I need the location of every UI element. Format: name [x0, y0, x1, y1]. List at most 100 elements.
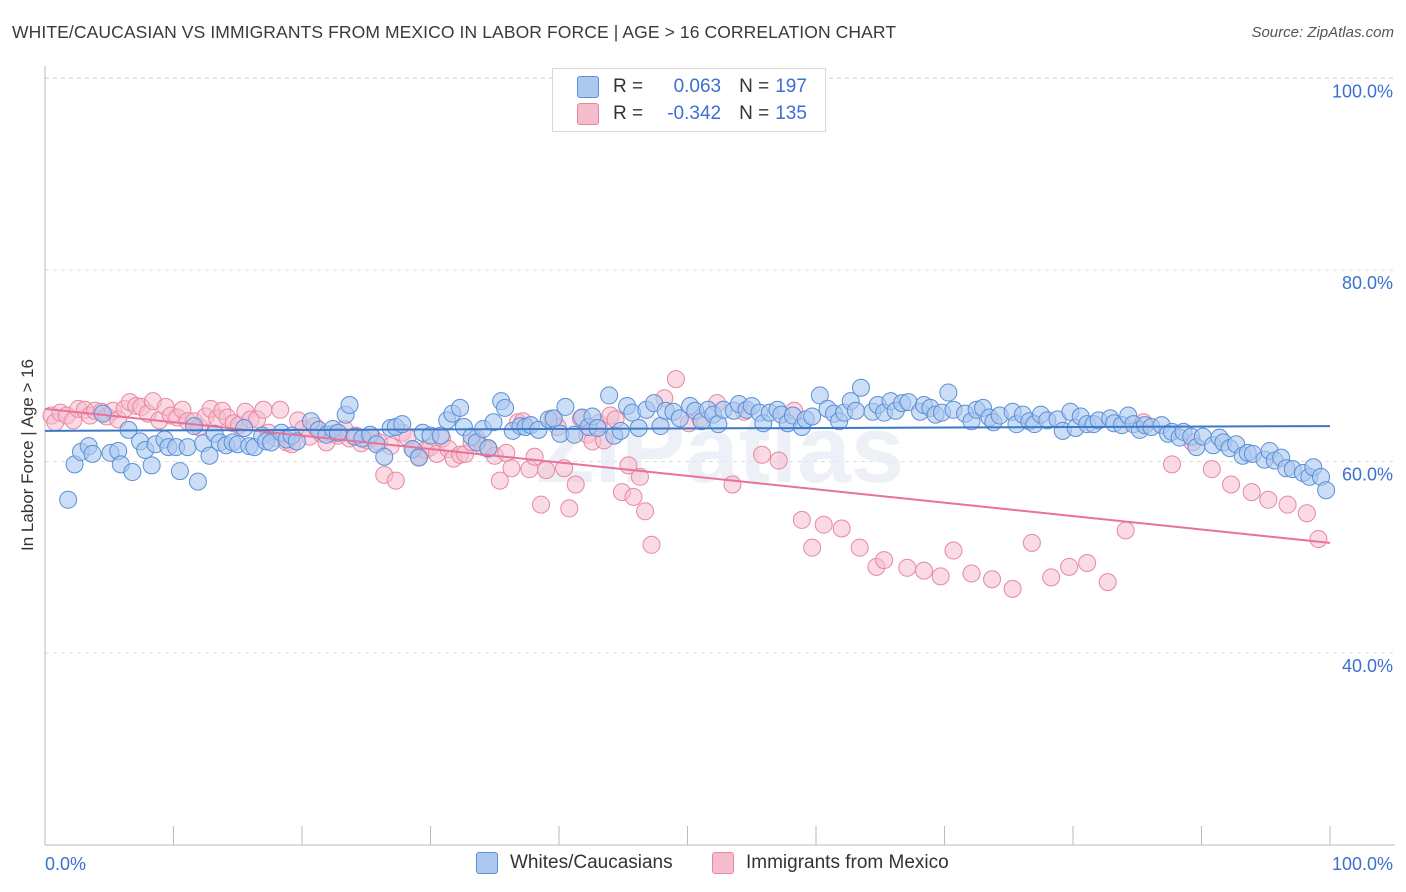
n-value: 135 — [775, 103, 807, 124]
mexico-point — [962, 564, 981, 583]
series-white-points — [59, 378, 1336, 509]
mexico-point — [1259, 490, 1278, 509]
mexico-point — [490, 471, 509, 490]
grid-lines — [45, 77, 1395, 654]
white-point — [484, 413, 503, 432]
legend-label: Immigrants from Mexico — [746, 852, 949, 873]
legend-item-mexico[interactable]: Immigrants from Mexico — [712, 852, 949, 874]
mexico-point — [753, 445, 772, 464]
r-label: R = — [613, 76, 644, 97]
stats-legend-row-mexico: R = -0.342 N = 135 — [577, 101, 807, 127]
white-point — [651, 417, 670, 436]
white-point — [670, 409, 689, 428]
white-point — [1317, 481, 1336, 500]
white-point — [393, 415, 412, 434]
white-point — [328, 423, 347, 442]
white-point — [565, 425, 584, 444]
mexico-point — [1278, 495, 1297, 514]
white-point — [556, 397, 575, 416]
white-point — [178, 438, 197, 457]
white-point — [287, 432, 306, 451]
white-point — [409, 448, 428, 467]
mexico-point — [624, 487, 643, 506]
mexico-point — [1116, 521, 1135, 540]
mexico-point — [1042, 568, 1061, 587]
y-tick-label: 60.0% — [1342, 465, 1393, 485]
r-value: 0.063 — [673, 76, 722, 97]
n-value: 197 — [775, 76, 807, 97]
y-tick-label: 40.0% — [1342, 656, 1393, 676]
mexico-point — [1309, 530, 1328, 549]
mexico-point — [914, 561, 933, 580]
mexico-point — [525, 447, 544, 466]
white-point — [939, 383, 958, 402]
white-point — [846, 401, 865, 420]
white-point — [611, 421, 630, 440]
mexico-point — [271, 400, 290, 419]
stats-legend-row-white: R = 0.063 N = 197 — [577, 74, 807, 100]
mexico-point — [666, 370, 685, 389]
white-point — [200, 446, 219, 465]
white-point — [479, 439, 498, 458]
y-tick-label: 80.0% — [1342, 273, 1393, 293]
mexico-point — [532, 495, 551, 514]
trend-lines — [44, 407, 1331, 544]
mexico-point — [832, 519, 851, 538]
n-label: N = — [739, 103, 770, 124]
mexico-point — [723, 475, 742, 494]
mexico-point — [497, 443, 516, 462]
mexico-point — [803, 538, 822, 557]
mexico-point — [1060, 557, 1079, 576]
mexico-point — [1222, 475, 1241, 494]
white-point — [810, 386, 829, 405]
mexico-point — [254, 400, 273, 419]
y-tick-label: 100.0% — [1332, 82, 1393, 102]
mexico-point — [630, 467, 649, 486]
mexico-point — [850, 538, 869, 557]
mexico-point — [944, 541, 963, 560]
white-point — [185, 417, 204, 436]
mexico-point — [1098, 573, 1117, 592]
white-point — [123, 463, 142, 482]
white-point — [431, 426, 450, 445]
mexico-point — [1078, 553, 1097, 572]
tick-labels: 40.0% 60.0% 80.0% 100.0% 0.0% 100.0% — [45, 82, 1393, 875]
stats-legend: R = 0.063 N = 197 R = -0.342 N = 135 — [552, 68, 826, 132]
white-point — [600, 386, 619, 405]
mexico-point — [814, 515, 833, 534]
white-point — [340, 396, 359, 415]
white-point — [188, 472, 207, 491]
white-point — [235, 418, 254, 437]
white-point — [803, 407, 822, 426]
mexico-point — [875, 551, 894, 570]
r-value: -0.342 — [667, 103, 722, 124]
mexico-point — [566, 475, 585, 494]
y-axis-label: In Labor Force | Age > 16 — [18, 359, 37, 551]
white-point — [544, 409, 563, 428]
mexico-point — [642, 535, 661, 554]
white-point — [496, 398, 515, 417]
series-legend: Whites/Caucasians Immigrants from Mexico — [0, 852, 1406, 878]
mexico-point — [931, 567, 950, 586]
source-label: Source: ZipAtlas.com — [1251, 24, 1394, 41]
mexico-point — [502, 459, 521, 478]
white-point — [170, 462, 189, 481]
white-trend-line — [44, 425, 1331, 432]
mexico-point — [1202, 460, 1221, 479]
mexico-point — [769, 451, 788, 470]
mexico-point — [1003, 579, 1022, 598]
white-point — [142, 456, 161, 475]
legend-label: Whites/Caucasians — [510, 852, 673, 873]
blue-swatch — [577, 76, 599, 98]
x-tick-label: 0.0% — [45, 854, 86, 874]
legend-item-white[interactable]: Whites/Caucasians — [476, 852, 673, 874]
mexico-point — [898, 558, 917, 577]
pink-swatch — [577, 103, 599, 125]
mexico-point — [560, 499, 579, 518]
mexico-trend-line — [44, 407, 1331, 544]
white-point — [83, 444, 102, 463]
mexico-point — [386, 471, 405, 490]
pink-swatch — [712, 852, 734, 874]
x-tick-label: 100.0% — [1332, 854, 1393, 874]
